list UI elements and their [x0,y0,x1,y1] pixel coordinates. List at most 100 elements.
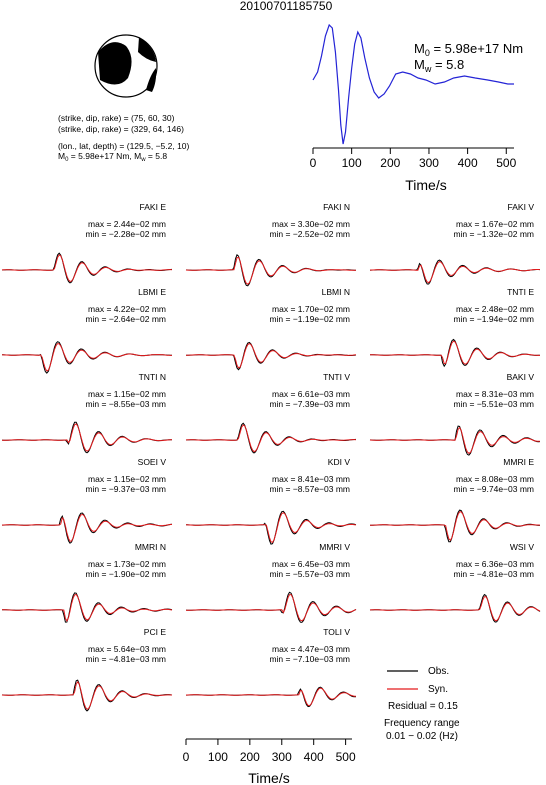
min-amplitude: min = −9.74e−03 mm [453,484,534,494]
synthetic-waveform [2,593,173,622]
residual-text: Residual = 0.15 [388,701,458,712]
stf-m0-label: M0 = 5.98e+17 Nm [414,41,523,58]
bottom-tick-label: 0 [183,750,190,764]
stf-xlabel: Time/s [405,177,446,193]
synthetic-waveform [186,424,357,453]
bottom-xlabel: Time/s [248,770,289,785]
synthetic-waveform [370,511,541,541]
min-amplitude: min = −8.57e−03 mm [269,484,350,494]
max-amplitude: max = 6.36e−03 mm [456,559,534,569]
station-label: BAKI V [507,372,535,382]
min-amplitude: min = −9.37e−03 mm [85,484,166,494]
max-amplitude: max = 2.44e−02 mm [88,219,166,229]
max-amplitude: max = 8.08e−03 mm [456,474,534,484]
figure-title: 20100701185750 [240,0,333,13]
observed-waveform [369,593,541,623]
synthetic-waveform [1,680,172,710]
max-amplitude: max = 3.30e−02 mm [272,219,350,229]
observed-waveform [186,341,357,371]
synthetic-waveform [1,513,173,542]
focal-mechanism-beachball [94,34,158,98]
max-amplitude: max = 5.64e−03 mm [88,644,166,654]
synthetic-waveform [1,343,172,372]
min-amplitude: min = −2.52e−02 mm [269,229,350,239]
bottom-time-axis: 0 100 200 300 400 500 Time/s [183,738,356,785]
bottom-tick-label: 500 [336,750,356,764]
stf-tick-label: 400 [458,156,478,170]
observed-waveform [2,512,173,544]
bottom-tick-label: 100 [208,750,228,764]
station-label: WSI V [510,542,534,552]
source-time-function-plot: 0 100 200 300 400 500 M0 = 5.98e+17 Nm Mw = 5… [310,23,523,193]
observed-waveform [1,679,173,712]
observed-waveform [185,591,357,623]
observed-waveform [1,421,172,454]
hypocenter-location: (lon., lat, depth) = (129.5, −5.2, 10) [58,141,190,151]
station-label: MMRI N [135,542,166,552]
synthetic-waveform [370,596,541,622]
min-amplitude: min = −5.57e−03 mm [269,569,350,579]
bottom-tick-label: 200 [240,750,260,764]
synthetic-waveform [185,512,357,544]
nodal-plane-2: (strike, dip, rake) = (329, 64, 146) [58,124,184,134]
max-amplitude: max = 8.31e−03 mm [456,389,534,399]
synthetic-waveform [186,594,357,622]
max-amplitude: max = 1.15e−02 mm [88,474,166,484]
bottom-tick-label: 400 [304,750,324,764]
max-amplitude: max = 4.47e−03 mm [272,644,350,654]
station-label: TNTI E [507,287,534,297]
observed-waveform [370,338,541,368]
observed-waveform [186,686,357,708]
nodal-plane-1: (strike, dip, rake) = (75, 60, 30) [58,113,175,123]
legend-syn-label: Syn. [428,684,448,695]
max-amplitude: max = 1.73e−02 mm [88,559,166,569]
synthetic-waveform [186,343,357,369]
min-amplitude: min = −7.10e−03 mm [269,654,350,664]
max-amplitude: max = 6.45e−03 mm [272,559,350,569]
station-label: TOLI V [323,627,350,637]
min-amplitude: min = −8.55e−03 mm [85,399,166,409]
min-amplitude: min = −4.81e−03 mm [453,569,534,579]
stf-tick-group: 0 100 200 300 400 500 [310,148,517,170]
min-amplitude: min = −1.94e−02 mm [453,314,534,324]
stf-tick-label: 0 [310,156,317,170]
frequency-range-title: Frequency range [384,718,460,729]
synthetic-waveform [370,340,540,365]
synthetic-waveform [2,254,173,283]
stf-tick-label: 300 [419,156,439,170]
stf-tick-label: 100 [342,156,362,170]
max-amplitude: max = 4.22e−02 mm [88,304,166,314]
observed-waveform [369,259,541,285]
observed-waveform [2,341,172,374]
moment-magnitude-line: M0 = 5.98e+17 Nm, Mw = 5.8 [58,151,167,163]
min-amplitude: min = −5.51e−03 mm [453,399,534,409]
bottom-tick-group: 0 100 200 300 400 500 [183,739,356,764]
frequency-range-value: 0.01 − 0.02 (Hz) [386,731,458,742]
min-amplitude: min = −1.32e−02 mm [453,229,534,239]
synthetic-waveform [369,426,541,455]
min-amplitude: min = −2.64e−02 mm [85,314,166,324]
max-amplitude: max = 1.70e−02 mm [272,304,350,314]
mechanism-info: (strike, dip, rake) = (75, 60, 30) (stri… [58,113,190,163]
station-label: MMRI V [319,542,350,552]
station-label: TNTI V [323,372,350,382]
min-amplitude: min = −4.81e−03 mm [85,654,166,664]
stf-tick-label: 200 [380,156,400,170]
